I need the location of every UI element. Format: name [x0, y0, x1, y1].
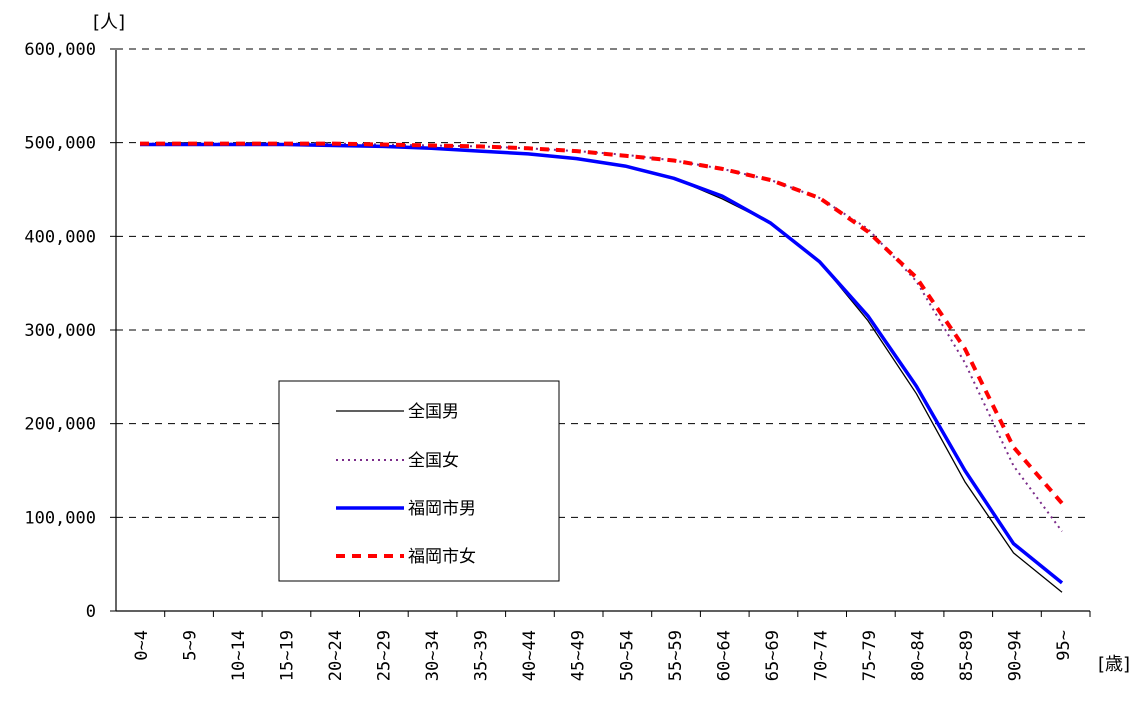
x-tick-label: 90~94: [1005, 630, 1025, 681]
y-tick-label: 100,000: [24, 508, 96, 528]
series-line: [140, 145, 1062, 593]
x-tick-label: 80~84: [908, 630, 928, 681]
legend-label: 福岡市男: [408, 499, 476, 519]
x-tick-label: 65~69: [763, 630, 783, 681]
series-line: [140, 144, 1062, 504]
y-tick-label: 400,000: [24, 227, 96, 247]
x-tick-label: 55~59: [666, 630, 686, 681]
x-tick-label: 15~19: [278, 630, 298, 681]
x-tick-label: 50~54: [617, 630, 637, 681]
x-tick-label: 0~4: [132, 630, 152, 661]
gridlines: [116, 49, 1090, 517]
x-tick-label: 10~14: [229, 630, 249, 681]
x-tick-label: 70~74: [811, 630, 831, 681]
y-tick-label: 500,000: [24, 134, 96, 154]
x-tick-label: 20~24: [326, 630, 346, 681]
x-tick-label: 95~: [1054, 630, 1074, 661]
legend-label: 全国男: [408, 402, 459, 422]
series-lines: [140, 144, 1062, 593]
y-tick-label: 300,000: [24, 321, 96, 341]
y-tick-label: 0: [86, 602, 96, 622]
y-tick-label: 200,000: [24, 415, 96, 435]
x-tick-label: 25~29: [375, 630, 395, 681]
x-tick-label: 45~49: [569, 630, 589, 681]
legend-label: 福岡市女: [408, 547, 476, 567]
x-axis-label: [歳]: [1098, 654, 1130, 675]
x-tick-label: 40~44: [520, 630, 540, 681]
legend-label: 全国女: [408, 451, 459, 471]
x-tick-labels: 0~4 5~9 10~14 15~19 20~24 25~29 30~34 35~39 40~4…: [132, 611, 1090, 681]
y-axis-label: [人]: [93, 12, 125, 33]
x-tick-label: 85~89: [957, 630, 977, 681]
y-tick-label: 600,000: [24, 40, 96, 60]
x-tick-label: 35~39: [472, 630, 492, 681]
x-tick-label: 60~64: [714, 630, 734, 681]
x-tick-label: 75~79: [860, 630, 880, 681]
y-tick-labels: 0 100,000 200,000 300,000 400,000 500,000 600,…: [24, 40, 116, 622]
x-tick-label: 30~34: [423, 630, 443, 681]
series-line: [140, 144, 1062, 532]
x-tick-label: 5~9: [181, 630, 201, 661]
